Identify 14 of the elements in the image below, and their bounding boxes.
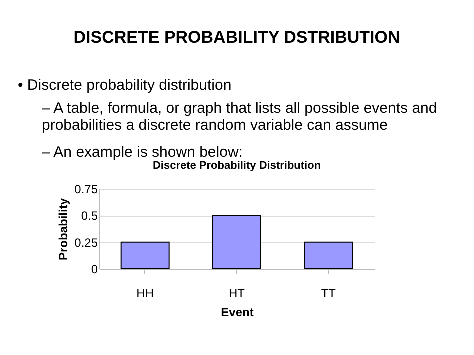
y-axis-title: Probability	[56, 198, 71, 261]
text: • Discrete probability distribution	[18, 77, 232, 94]
y-tick-label: 0.5	[81, 209, 98, 224]
x-tick-label: TT	[321, 286, 337, 300]
chart-title: DISCRETE PROBABILITY DSTRIBUTION	[74, 28, 400, 47]
y-tick-label: 0.75	[74, 182, 98, 196]
text: – A table, formula, or graph that lists all possible events and probabilities a discrete random variable can assume	[42, 100, 438, 134]
text: – An example is shown below:	[42, 144, 243, 161]
x-tick-label: HH	[136, 286, 154, 300]
chart-subtitle: Discrete Probability Distribution	[152, 160, 322, 172]
x-tick-label: HT	[229, 286, 246, 300]
y-tick-label: 0.25	[74, 236, 98, 250]
y-tick-label: 0	[91, 262, 98, 276]
x-axis-title: Event	[221, 306, 254, 320]
